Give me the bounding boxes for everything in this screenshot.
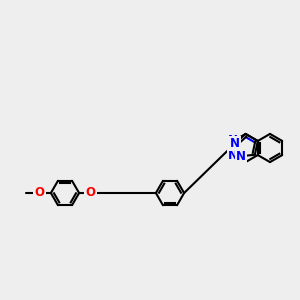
Text: N: N — [228, 134, 239, 147]
Text: O: O — [34, 187, 44, 200]
Text: N: N — [230, 137, 240, 150]
Text: N: N — [236, 150, 246, 163]
Text: O: O — [85, 187, 95, 200]
Text: N: N — [228, 148, 239, 161]
